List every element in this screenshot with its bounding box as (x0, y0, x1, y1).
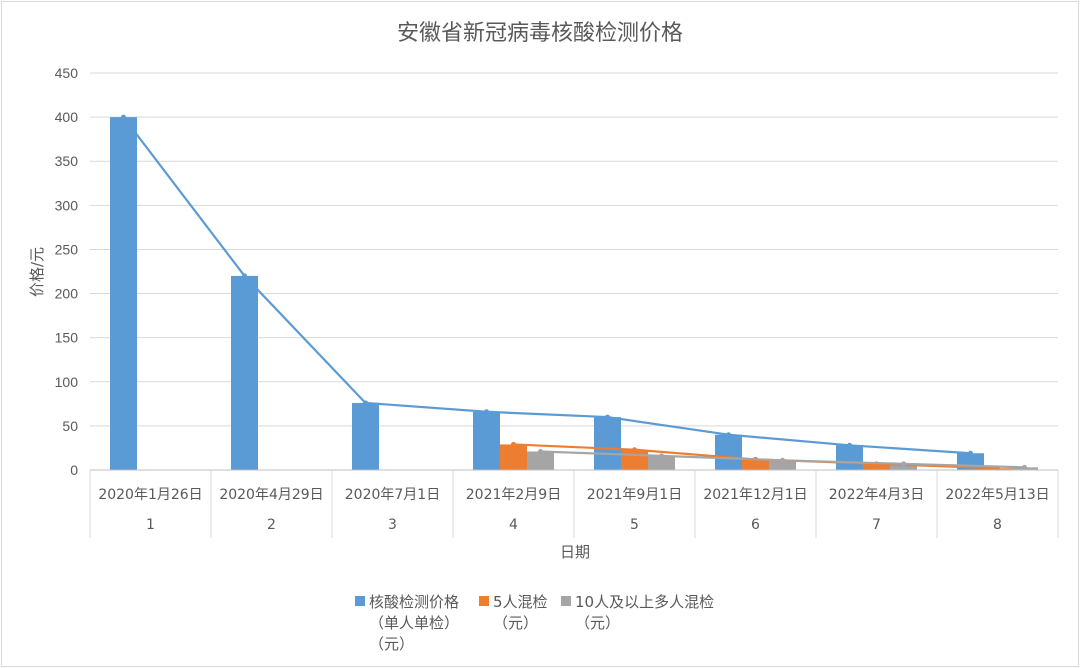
x-tick-label: 2022年5月13日 (945, 487, 1049, 503)
x-tick-index: 2 (267, 517, 276, 533)
bar (352, 402, 379, 470)
x-tick-label: 2020年1月26日 (98, 487, 202, 503)
x-tick-index: 6 (751, 517, 760, 533)
bars (110, 117, 1038, 470)
x-tick-label: 2022年4月3日 (829, 487, 924, 503)
series-point (242, 273, 247, 279)
series-point (121, 114, 126, 120)
x-tick-label: 2020年7月1日 (345, 487, 440, 503)
x-tick-index: 4 (509, 517, 518, 533)
series-point (538, 448, 543, 454)
y-tick-label: 350 (55, 153, 79, 169)
series-point (1022, 464, 1027, 470)
y-tick-label: 100 (55, 374, 79, 390)
x-tick-label: 2021年9月1日 (587, 487, 682, 503)
bar (742, 459, 769, 470)
bar (621, 449, 648, 470)
series-point (968, 450, 973, 456)
legend-swatch (479, 596, 489, 606)
chart-title: 安徽省新冠病毒核酸检测价格 (397, 21, 683, 46)
bar (836, 445, 863, 470)
y-tick-label: 450 (55, 65, 79, 81)
series-point (847, 442, 852, 448)
y-tick-label: 400 (55, 109, 79, 125)
legend-label: （元） (575, 614, 620, 632)
legend-label: （单人单检） (369, 614, 459, 632)
bar (863, 463, 890, 470)
legend-label: 核酸检测价格 (369, 593, 459, 611)
x-tick-index: 5 (630, 517, 639, 533)
y-axis-label: 价格/元 (28, 247, 46, 297)
series-line (122, 116, 971, 455)
bar (715, 434, 742, 470)
x-tick-label: 2021年2月9日 (466, 487, 561, 503)
series-point (780, 457, 785, 463)
x-tick-index: 1 (146, 517, 155, 533)
bar (769, 460, 796, 470)
series-point (484, 409, 489, 415)
legend-swatch (561, 596, 571, 606)
legend-label: （元） (493, 614, 538, 632)
bar (594, 417, 621, 470)
series-point (659, 453, 664, 459)
y-tick-label: 200 (55, 286, 79, 302)
legend-label: 10人及以上多人混检 (575, 593, 714, 611)
bar (473, 411, 500, 470)
legend-label: （元） (369, 635, 414, 653)
x-axis: 2020年1月26日 1 2020年4月29日 2 2020年7月1日 3 2021年2月9… (89, 469, 1059, 538)
series-point (726, 432, 731, 438)
x-tick-index: 8 (993, 517, 1002, 533)
x-tick-label: 2021年12月1日 (703, 487, 807, 503)
x-axis-label: 日期 (560, 543, 590, 561)
series-point (901, 461, 906, 467)
y-tick-label: 150 (55, 330, 79, 346)
y-tick-label: 0 (70, 462, 78, 478)
trend-lines (121, 114, 1027, 471)
legend: 核酸检测价格 （单人单检） （元） 5人混检 （元） 10人及以上多人混检 （元） (355, 593, 714, 653)
y-tick-label: 50 (62, 418, 78, 434)
legend-label: 5人混检 (493, 593, 548, 611)
bar (231, 275, 258, 470)
y-axis-ticks: 0 50 100 150 200 250 300 350 400 450 (55, 65, 79, 478)
x-tick-index: 3 (388, 517, 397, 533)
legend-swatch (355, 596, 365, 606)
bar (110, 117, 137, 470)
series-point (363, 400, 368, 406)
series-point (632, 447, 637, 453)
series-point (605, 414, 610, 420)
series-point (511, 441, 516, 447)
bar (500, 444, 527, 470)
bar (648, 455, 675, 470)
y-tick-label: 300 (55, 197, 79, 213)
bar (890, 463, 917, 470)
x-tick-label: 2020年4月29日 (219, 487, 323, 503)
x-tick-index: 7 (872, 517, 881, 533)
y-tick-label: 250 (55, 241, 79, 257)
bar (527, 451, 554, 470)
